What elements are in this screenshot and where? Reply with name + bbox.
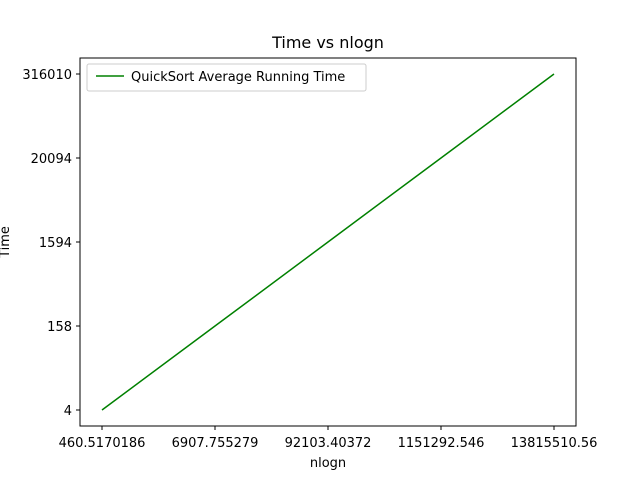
y-tick-label: 20094 <box>31 152 72 167</box>
y-tick-label: 158 <box>47 320 72 335</box>
x-tick-label: 6907.755279 <box>172 436 259 451</box>
series-line-0 <box>101 73 555 411</box>
series-layer <box>101 73 555 411</box>
legend-label: QuickSort Average Running Time <box>131 70 345 85</box>
chart-title: Time vs nlogn <box>271 33 384 52</box>
y-tick-label: 1594 <box>39 236 72 251</box>
x-axis: 460.5170186 6907.755279 92103.40372 1151292… <box>59 426 598 451</box>
x-axis-label: nlogn <box>310 456 346 471</box>
y-axis: 4 158 1594 20094 316010 <box>22 68 80 419</box>
y-axis-label: Time <box>0 226 13 259</box>
y-tick-label: 4 <box>64 404 72 419</box>
legend-box <box>86 63 367 92</box>
x-tick-label: 1151292.546 <box>398 436 485 451</box>
x-tick-label: 92103.40372 <box>285 436 372 451</box>
x-tick-label: 460.5170186 <box>59 436 146 451</box>
legend: QuickSort Average Running Time <box>86 63 367 92</box>
y-tick-label: 316010 <box>22 68 72 83</box>
x-tick-label: 13815510.56 <box>511 436 598 451</box>
